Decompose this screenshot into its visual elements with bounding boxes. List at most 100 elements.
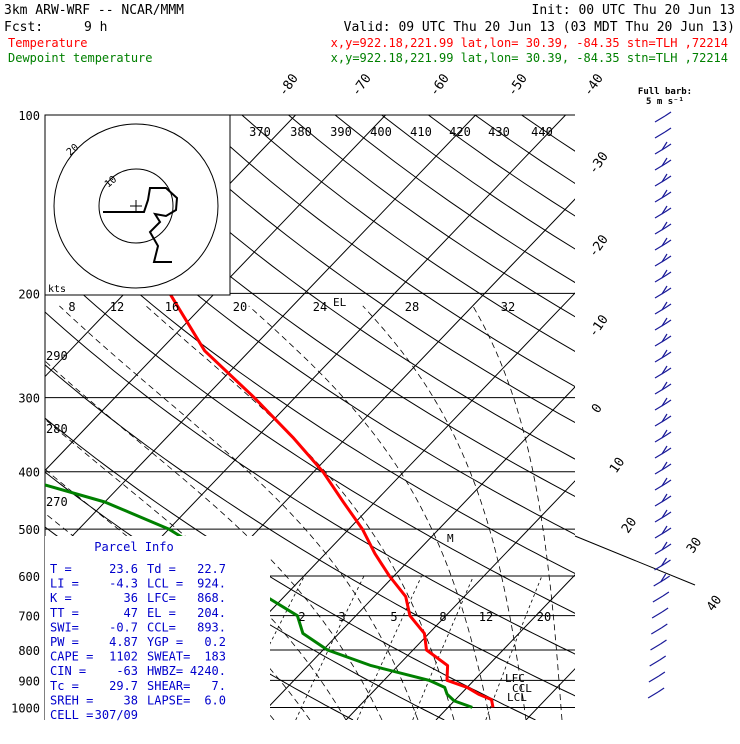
wind-barb — [649, 672, 665, 682]
mixing-ratio-label: 12 — [479, 610, 493, 624]
wind-barb — [653, 592, 669, 602]
theta-label: 370 — [249, 125, 271, 139]
wind-barb — [652, 608, 668, 618]
isotherm-label: 20 — [619, 515, 640, 536]
wind-barb — [648, 688, 664, 698]
wind-barb — [655, 190, 671, 202]
parcel-key: SREH = — [50, 693, 93, 707]
isotherm-label: 10 — [607, 455, 628, 476]
level-marker: LCL — [507, 691, 527, 704]
parcel-key: LFC= — [147, 591, 176, 605]
pressure-label: 300 — [18, 392, 40, 406]
wind-barb — [655, 174, 671, 186]
theta-label: 440 — [531, 125, 553, 139]
isotherm-label: -80 — [276, 71, 302, 99]
wind-barb — [655, 318, 671, 330]
wind-barb — [655, 494, 671, 506]
wind-barb — [655, 446, 671, 458]
parcel-key: SWEAT= — [147, 650, 190, 664]
parcel-key: CAPE = — [50, 650, 93, 664]
barb-key-title: Full barb: — [638, 87, 692, 97]
parcel-value: 4.87 — [109, 635, 138, 649]
wind-barb — [655, 462, 671, 474]
theta-e-label: 16 — [165, 300, 179, 314]
pressure-label: 600 — [18, 570, 40, 584]
parcel-value: -0.7 — [109, 620, 138, 634]
parcel-key: PW = — [50, 635, 79, 649]
theta-label-left: 290 — [46, 349, 68, 363]
parcel-value: 307/09 — [95, 708, 138, 722]
parcel-value: 6.0 — [204, 693, 226, 707]
mixing-ratio-line — [413, 576, 474, 720]
theta-e-label: 12 — [110, 300, 124, 314]
wind-barb — [655, 334, 671, 346]
parcel-key: YGP = — [147, 635, 183, 649]
theta-label: 400 — [370, 125, 392, 139]
theta-label: 390 — [330, 125, 352, 139]
isotherm-line — [616, 115, 740, 720]
parcel-key: K = — [50, 591, 72, 605]
isotherm-label: 0 — [589, 401, 606, 416]
wind-barbs — [648, 112, 671, 698]
parcel-value: 204. — [197, 606, 226, 620]
wind-barb — [655, 430, 671, 442]
pressure-label: 800 — [18, 644, 40, 658]
wind-barb — [655, 558, 671, 570]
parcel-value: 924. — [197, 577, 226, 591]
init-time: Init: 00 UTC Thu 20 Jun 13 — [532, 3, 736, 18]
wind-barb — [655, 206, 671, 218]
wind-barb — [655, 398, 671, 410]
moist-adiabat — [363, 306, 526, 720]
isotherm-line — [0, 115, 26, 720]
pressure-label: 400 — [18, 466, 40, 480]
parcel-value: 893. — [197, 620, 226, 634]
wind-barb — [655, 542, 671, 554]
parcel-value: 22.7 — [197, 562, 226, 576]
parcel-value: 0.2 — [204, 635, 226, 649]
fcst-label: Fcst: — [4, 20, 43, 35]
theta-label: 410 — [410, 125, 432, 139]
dewpoint-location: x,y=922.18,221.99 lat,lon= 30.39, -84.35… — [331, 51, 728, 65]
valid-time: Valid: 09 UTC Thu 20 Jun 13 (03 MDT Thu … — [344, 20, 735, 35]
theta-label-left: 270 — [46, 495, 68, 509]
parcel-key: CIN = — [50, 664, 86, 678]
parcel-value: -63 — [116, 664, 138, 678]
pressure-label: 1000 — [11, 701, 40, 715]
mixing-ratio-label: 5 — [390, 610, 397, 624]
barb-key-units: 5 m s⁻¹ — [646, 97, 684, 107]
mixing-ratio-label: 3 — [338, 610, 345, 624]
parcel-value: 868. — [197, 591, 226, 605]
wind-barb — [655, 158, 671, 170]
dry-adiabat — [289, 115, 740, 720]
theta-label: 380 — [290, 125, 312, 139]
theta-label: 430 — [488, 125, 510, 139]
isotherm-label: -40 — [581, 71, 607, 99]
wind-barb — [655, 270, 671, 282]
parcel-key: Tc = — [50, 679, 79, 693]
parcel-key: T = — [50, 562, 72, 576]
parcel-key: LAPSE= — [147, 693, 190, 707]
parcel-key: LI = — [50, 577, 79, 591]
pressure-label: 900 — [18, 674, 40, 688]
wind-barb — [655, 478, 671, 490]
temperature-location: x,y=922.18,221.99 lat,lon= 30.39, -84.35… — [331, 36, 728, 50]
fcst-value: 9 h — [84, 20, 107, 35]
isotherm-label: -30 — [586, 149, 612, 177]
isotherm-line — [706, 115, 740, 720]
dry-adiabat — [475, 115, 740, 720]
wind-barb — [654, 574, 670, 586]
parcel-key: HWBZ= — [147, 664, 183, 678]
wind-barb — [655, 510, 671, 522]
parcel-value: 36 — [124, 591, 138, 605]
wind-barb — [655, 112, 671, 122]
moist-adiabat — [473, 306, 562, 720]
theta-e-label: 20 — [233, 300, 247, 314]
parcel-key: SHEAR= — [147, 679, 190, 693]
level-marker: EL — [333, 296, 347, 309]
wind-barb — [655, 414, 671, 426]
parcel-value: 4240. — [190, 664, 226, 678]
parcel-key: EL = — [147, 606, 176, 620]
mixing-ratio-label: 2 — [298, 610, 305, 624]
wind-barb — [655, 302, 671, 314]
